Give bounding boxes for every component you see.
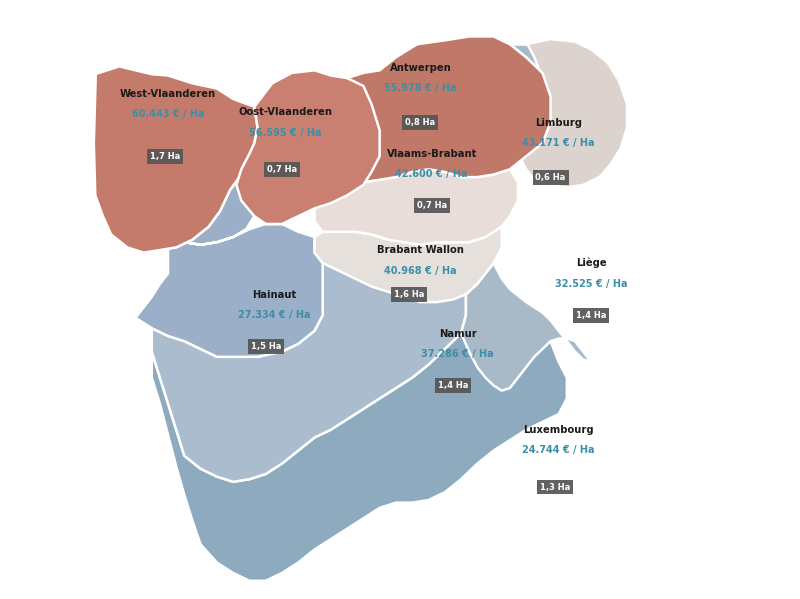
Text: 0,7 Ha: 0,7 Ha bbox=[267, 165, 297, 174]
Polygon shape bbox=[494, 37, 627, 187]
Text: 43.171 € / Ha: 43.171 € / Ha bbox=[522, 138, 595, 148]
Text: 55.978 € / Ha: 55.978 € / Ha bbox=[384, 83, 457, 93]
Text: 1,5 Ha: 1,5 Ha bbox=[250, 342, 281, 351]
Text: 37.286 € / Ha: 37.286 € / Ha bbox=[422, 349, 494, 359]
Text: 27.334 € / Ha: 27.334 € / Ha bbox=[238, 310, 310, 320]
Polygon shape bbox=[461, 39, 673, 391]
Text: 1,3 Ha: 1,3 Ha bbox=[540, 483, 570, 492]
Text: Oost-Vlaanderen: Oost-Vlaanderen bbox=[238, 107, 332, 117]
Text: West-Vlaanderen: West-Vlaanderen bbox=[120, 89, 216, 99]
Text: Liège: Liège bbox=[576, 258, 606, 268]
Polygon shape bbox=[314, 226, 502, 302]
Text: Brabant Wallon: Brabant Wallon bbox=[377, 245, 464, 255]
Polygon shape bbox=[94, 66, 258, 253]
Text: Vlaams-Brabant: Vlaams-Brabant bbox=[386, 149, 477, 159]
Text: 0,6 Ha: 0,6 Ha bbox=[535, 173, 566, 181]
Text: Antwerpen: Antwerpen bbox=[390, 63, 451, 73]
Polygon shape bbox=[314, 170, 518, 245]
Text: 40.968 € / Ha: 40.968 € / Ha bbox=[384, 265, 457, 276]
Polygon shape bbox=[127, 170, 322, 357]
Text: 1,4 Ha: 1,4 Ha bbox=[576, 311, 606, 320]
Text: 1,6 Ha: 1,6 Ha bbox=[394, 290, 424, 299]
Polygon shape bbox=[237, 70, 380, 224]
Text: Hainaut: Hainaut bbox=[252, 289, 296, 300]
Text: Limburg: Limburg bbox=[535, 117, 582, 128]
Text: 1,4 Ha: 1,4 Ha bbox=[438, 381, 468, 390]
Text: 56.595 € / Ha: 56.595 € / Ha bbox=[249, 128, 322, 138]
Text: Luxembourg: Luxembourg bbox=[523, 425, 594, 435]
Text: 32.525 € / Ha: 32.525 € / Ha bbox=[555, 279, 627, 289]
Text: 60.443 € / Ha: 60.443 € / Ha bbox=[132, 110, 204, 119]
Text: Namur: Namur bbox=[439, 329, 477, 338]
Text: 0,8 Ha: 0,8 Ha bbox=[406, 118, 435, 127]
Text: 24.744 € / Ha: 24.744 € / Ha bbox=[522, 445, 595, 455]
Polygon shape bbox=[152, 263, 567, 581]
Text: 0,7 Ha: 0,7 Ha bbox=[417, 201, 447, 210]
Text: 1,7 Ha: 1,7 Ha bbox=[150, 152, 180, 161]
Text: 42.600 € / Ha: 42.600 € / Ha bbox=[395, 170, 468, 179]
Polygon shape bbox=[282, 37, 550, 195]
Polygon shape bbox=[152, 226, 502, 482]
